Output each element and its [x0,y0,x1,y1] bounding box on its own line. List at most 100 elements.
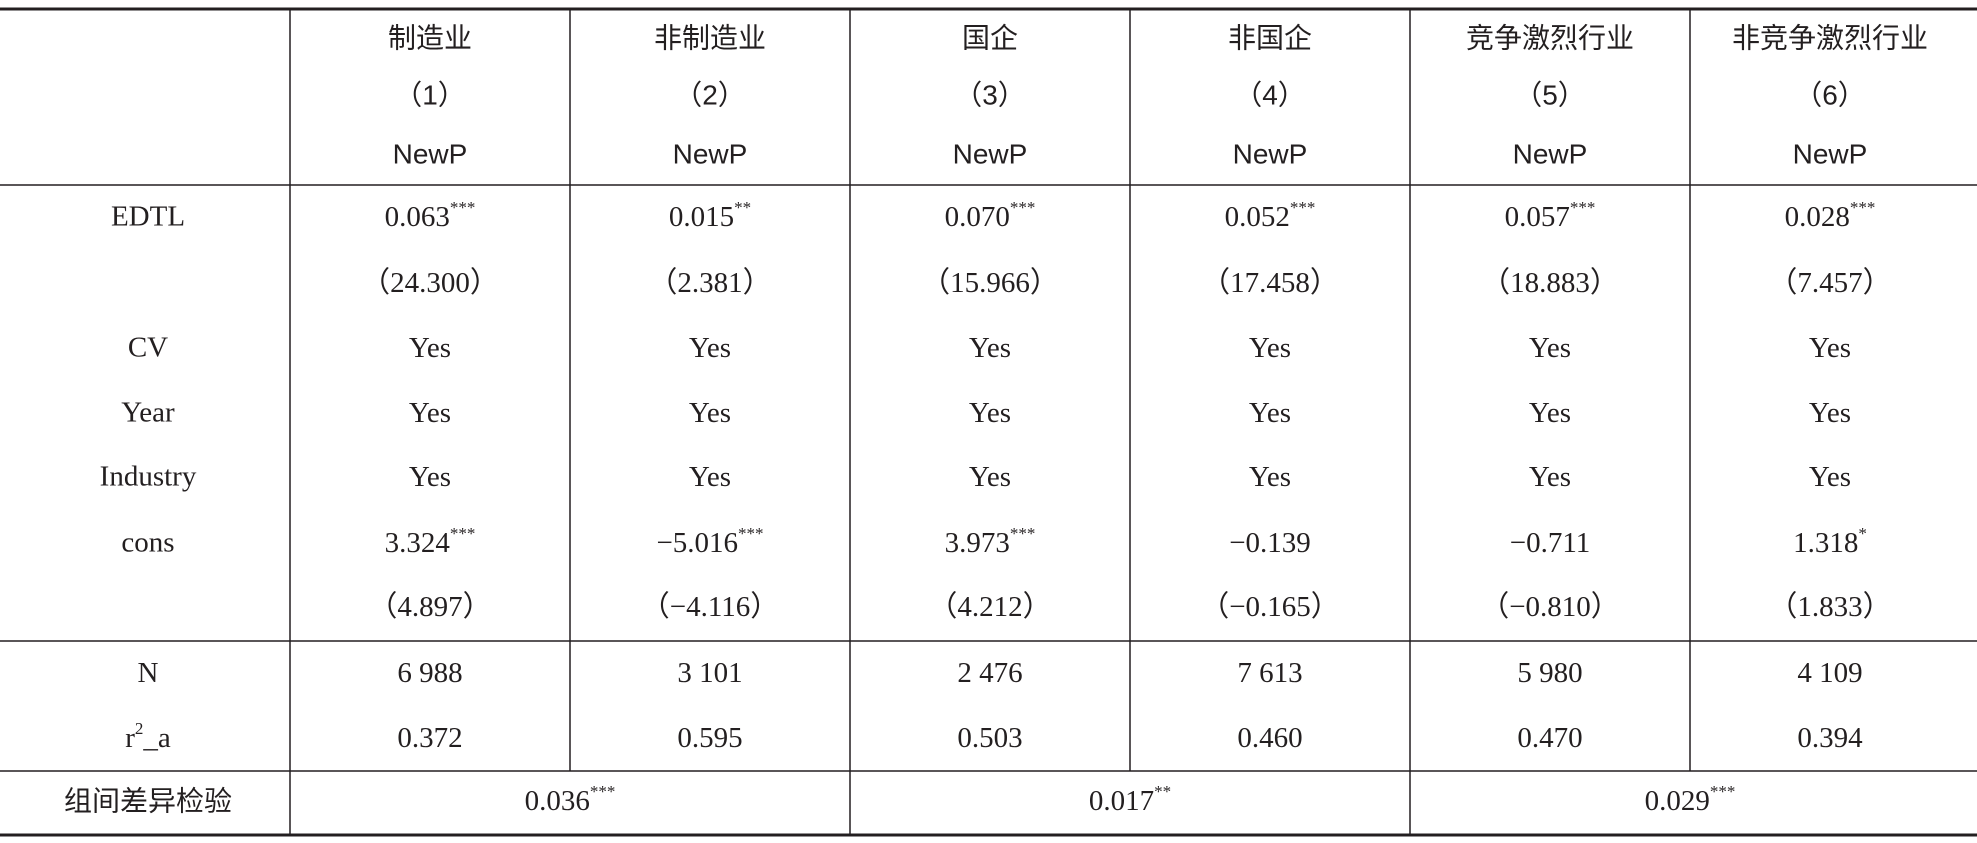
table-cell: （1.833） [1768,591,1891,623]
cell-value: 0.394 [1797,722,1863,754]
cell-value: （4.212） [928,591,1051,623]
table-cell: 0.595 [677,722,742,754]
column-title: 国企 [962,22,1018,53]
table-cell: 0.372 [397,722,462,754]
table-cell: （4.212） [928,591,1051,623]
table-cell: 0.470 [1517,722,1582,754]
cell-value: 0.460 [1237,722,1302,754]
cell-value: Yes [1529,397,1571,429]
cell-value: 0.017 [1089,785,1154,817]
table-cell: Yes [1249,461,1291,493]
dependent-var: NewP [673,138,748,169]
significance: *** [1850,198,1876,217]
column-index: （2） [674,79,746,110]
cell-value: 1.318 [1793,527,1858,559]
significance: *** [450,198,476,217]
table-cell: 1.318* [1793,524,1867,559]
cell-value: 0.052 [1225,201,1290,233]
column-index: （3） [954,79,1026,110]
significance: *** [1290,198,1316,217]
table-cell: 7 613 [1237,657,1302,689]
row-label: 组间差异检验 [64,785,232,816]
table-cell: （−0.165） [1200,591,1340,623]
table-cell: Yes [969,461,1011,493]
table-cell: Yes [1249,332,1291,364]
cell-value: Yes [1809,461,1851,493]
cell-value: （−4.116） [641,591,780,623]
cell-value: （15.966） [921,267,1059,299]
table-cell: 0.052*** [1225,198,1316,233]
significance: *** [1570,198,1596,217]
table-cell: −0.711 [1510,527,1591,559]
table-cell: Yes [1529,461,1571,493]
column-title: 竞争激烈行业 [1466,22,1634,53]
table-cell: 3.973*** [945,524,1036,559]
cell-value: 2 476 [957,657,1022,689]
column-index: （5） [1514,79,1586,110]
significance: *** [1010,524,1036,543]
row-label: CV [128,332,168,364]
table-cell: Yes [1809,332,1851,364]
cell-value: Yes [1529,332,1571,364]
row-label: Industry [100,461,197,493]
cell-value: Yes [409,332,451,364]
table-cell: 4 109 [1797,657,1862,689]
table-cell: （7.457） [1768,267,1891,299]
cell-value: （4.897） [368,591,491,623]
cell-value: Yes [1249,332,1291,364]
label-text: N [138,657,159,689]
cell-value: （−0.810） [1480,591,1620,623]
cell-value: −0.139 [1229,527,1311,559]
table-cell: （15.966） [921,267,1059,299]
table-cell: Yes [689,461,731,493]
table-cell: （18.883） [1481,267,1619,299]
table-cell: 0.503 [957,722,1022,754]
cell-value: Yes [1809,332,1851,364]
dependent-var: NewP [953,138,1028,169]
significance: * [1858,524,1867,543]
cell-value: （2.381） [648,267,771,299]
significance: *** [590,782,616,801]
cell-value: 0.015 [669,201,734,233]
table-cell: 6 988 [397,657,462,689]
table-cell: 0.070*** [945,198,1036,233]
table-cell: Yes [1529,397,1571,429]
cell-value: 0.036 [525,785,590,817]
cell-value: 3.973 [945,527,1010,559]
column-index: （1） [394,79,466,110]
table-cell: 0.036*** [525,782,616,817]
table-cell: Yes [689,332,731,364]
table-cell: Yes [1809,461,1851,493]
cell-value: 0.595 [677,722,742,754]
cell-value: 5 980 [1517,657,1582,689]
cell-value: −0.711 [1510,527,1591,559]
table-cell: 0.394 [1797,722,1863,754]
dependent-var: NewP [393,138,468,169]
table-cell: 0.017** [1089,782,1171,817]
table-cell: Yes [1529,332,1571,364]
cell-value: 0.029 [1645,785,1710,817]
table-cell: Yes [409,397,451,429]
cell-value: −5.016 [656,527,738,559]
cell-value: Yes [689,397,731,429]
table-cell: −5.016*** [656,524,763,559]
column-title: 非制造业 [654,22,766,53]
table-cell: 0.057*** [1505,198,1596,233]
cell-value: 0.470 [1517,722,1582,754]
cell-value: 6 988 [397,657,462,689]
column-title: 非国企 [1228,22,1312,53]
table-cell: Yes [969,397,1011,429]
table-cell: （24.300） [361,267,499,299]
label-text: r [125,722,135,754]
cell-value: （1.833） [1768,591,1891,623]
table-cell: 3.324*** [385,524,476,559]
table-cell: 0.029*** [1645,782,1736,817]
cell-value: 0.503 [957,722,1022,754]
cell-value: 3 101 [677,657,742,689]
cell-value: （7.457） [1768,267,1891,299]
label-sup: 2 [135,719,144,738]
cell-value: （24.300） [361,267,499,299]
row-label: r2_a [125,719,171,754]
table-cell: Yes [1809,397,1851,429]
